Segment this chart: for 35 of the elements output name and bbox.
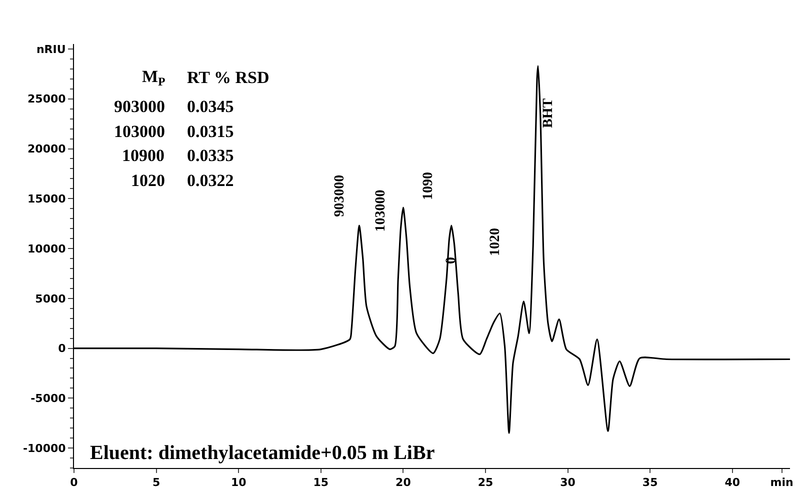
annotation: 1020 bbox=[488, 228, 503, 256]
y-tick-label: 5000 bbox=[35, 292, 66, 306]
annotation: BHT bbox=[541, 98, 556, 128]
x-tick-label: 40 bbox=[724, 476, 740, 490]
annotation: 0.0315 bbox=[187, 122, 234, 141]
annotation: 903000 bbox=[114, 97, 165, 116]
annotation: RT % RSD bbox=[187, 68, 270, 87]
annotation: 103000 bbox=[114, 122, 165, 141]
x-tick-label: 25 bbox=[478, 476, 494, 490]
annotation: 103000 bbox=[374, 190, 389, 232]
x-tick-label: 15 bbox=[313, 476, 329, 490]
y-tick-label: 10000 bbox=[28, 242, 66, 256]
y-tick-label: 0 bbox=[58, 342, 66, 356]
annotation: 1020 bbox=[131, 171, 165, 190]
x-tick-label: 35 bbox=[642, 476, 658, 490]
annotation: Eluent: dimethylacetamide+0.05 m LiBr bbox=[90, 442, 435, 464]
annotation: 903000 bbox=[332, 174, 348, 217]
annotation: M$_{P}$ bbox=[142, 67, 166, 89]
x-tick-label: 20 bbox=[396, 476, 412, 490]
annotation: 10900 bbox=[122, 146, 164, 165]
x-tick-label: 30 bbox=[560, 476, 576, 490]
x-tick-label: min bbox=[770, 476, 794, 490]
y-tick-label: nRIU bbox=[36, 42, 66, 56]
y-tick-label: -5000 bbox=[30, 392, 66, 406]
annotation: 0.0335 bbox=[187, 146, 234, 165]
y-tick-label: 20000 bbox=[28, 142, 66, 156]
x-tick-label: 10 bbox=[230, 476, 247, 490]
annotation: 0.0322 bbox=[187, 171, 234, 190]
y-tick-label: 15000 bbox=[28, 192, 66, 206]
x-tick-label: 0 bbox=[70, 476, 78, 490]
y-tick-label: 25000 bbox=[28, 92, 66, 106]
annotation: 0.0345 bbox=[187, 97, 234, 116]
annotation: 1090 bbox=[420, 172, 436, 200]
x-tick-label: 5 bbox=[152, 476, 160, 490]
y-tick-label: -10000 bbox=[22, 442, 66, 455]
